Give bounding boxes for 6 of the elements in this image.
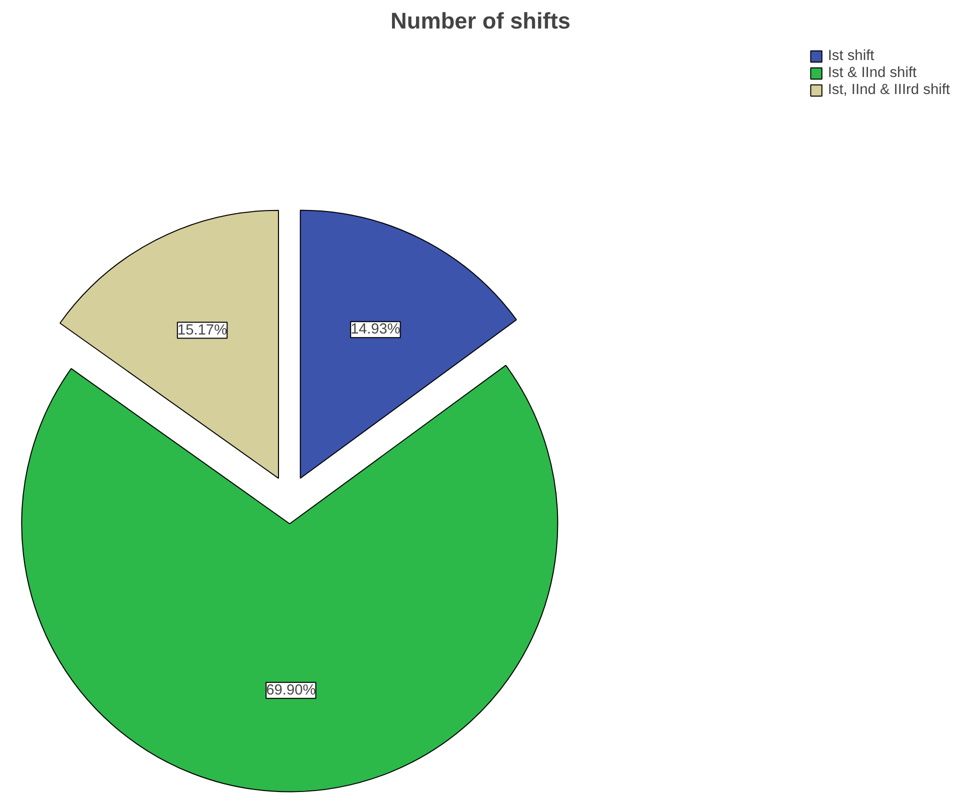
legend-label: Ist shift (828, 48, 874, 64)
data-label: 15.17% (177, 322, 228, 338)
chart-title: Number of shifts (390, 8, 570, 34)
legend-label: Ist, IInd & IIIrd shift (828, 82, 950, 98)
legend-label: Ist & IInd shift (828, 65, 917, 81)
data-label: 14.93% (350, 322, 400, 338)
